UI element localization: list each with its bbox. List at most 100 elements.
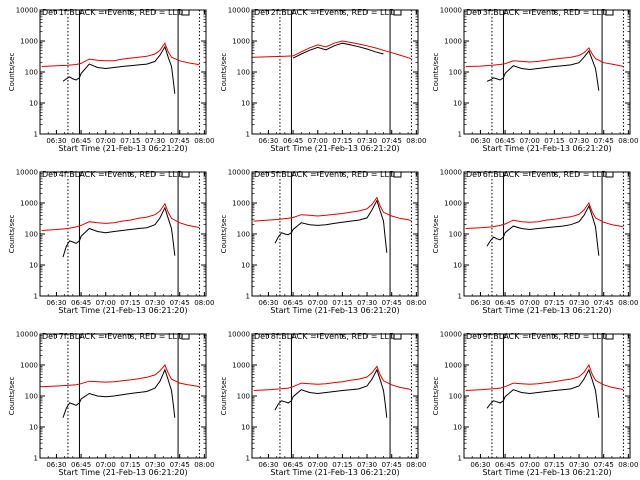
detector-panel: Det 9f BLACK = Events, RED = LLD 1 10 100 10… [432, 331, 638, 478]
y-tick-label: 10000 [228, 169, 250, 177]
y-axis-label: Counts/sec [220, 215, 228, 254]
y-tick-label: 100 [25, 393, 38, 401]
y-tick-label: 100 [237, 231, 250, 239]
y-tick-label: 100 [449, 231, 462, 239]
y-tick-label: 10 [29, 262, 38, 270]
x-tick-label: 08:00 [194, 461, 214, 469]
x-tick-label: 07:30 [357, 299, 377, 307]
detector-panel: Det 2f BLACK = Events, RED = LLD 1 10 100 10… [220, 7, 426, 154]
x-tick-label: 07:15 [332, 461, 352, 469]
y-axis-label: Counts/sec [432, 215, 440, 254]
corner-box [605, 333, 614, 340]
detector-panel: Det 1f BLACK = Events, RED = LLD 1 10 100 10… [8, 7, 214, 154]
x-tick-label: 07:00 [96, 461, 116, 469]
y-axis-label: Counts/sec [220, 53, 228, 92]
x-tick-label: 06:45 [283, 461, 303, 469]
y-tick-label: 1000 [20, 362, 38, 370]
x-axis-label: Start Time (21-Feb-13 06:21:20) [482, 468, 611, 477]
detector-panel: Det 4f BLACK = Events, RED = LLD 1 10 100 10… [8, 169, 214, 316]
y-tick-label: 10000 [440, 7, 462, 15]
x-tick-label: 06:30 [470, 299, 490, 307]
plot-frame [39, 171, 207, 297]
x-axis-label: Start Time (21-Feb-13 06:21:20) [270, 468, 399, 477]
x-tick-label: 07:30 [569, 137, 589, 145]
x-tick-label: 07:15 [544, 299, 564, 307]
x-tick-label: 06:30 [46, 461, 66, 469]
corner-box [181, 171, 190, 178]
y-tick-label: 1000 [232, 362, 250, 370]
x-tick-label: 06:30 [470, 137, 490, 145]
panel-title: Det 7f BLACK = Events, RED = LLD [42, 332, 183, 341]
x-tick-label: 08:00 [194, 137, 214, 145]
y-axis-label: Counts/sec [8, 215, 16, 254]
lld-rate-series-line [41, 42, 200, 67]
x-tick-label: 08:00 [618, 299, 638, 307]
x-axis-label: Start Time (21-Feb-13 06:21:20) [270, 306, 399, 315]
x-tick-label: 06:30 [258, 299, 278, 307]
x-tick-label: 07:15 [120, 461, 140, 469]
y-tick-label: 10000 [228, 7, 250, 15]
x-tick-label: 07:30 [569, 461, 589, 469]
y-tick-label: 1000 [20, 38, 38, 46]
y-tick-label: 100 [25, 231, 38, 239]
corner-box [393, 333, 402, 340]
x-axis-label: Start Time (21-Feb-13 06:21:20) [58, 468, 187, 477]
y-axis-label: Counts/sec [432, 377, 440, 416]
x-tick-label: 06:30 [258, 137, 278, 145]
y-tick-label: 1 [246, 293, 250, 301]
event-rate-series-line [292, 42, 384, 59]
event-rate-series-line [274, 368, 388, 418]
corner-box [393, 171, 402, 178]
event-rate-series-line [62, 45, 176, 94]
x-tick-label: 07:15 [332, 299, 352, 307]
x-tick-label: 07:45 [170, 299, 190, 307]
x-tick-label: 08:00 [194, 299, 214, 307]
event-rate-series-line [486, 368, 600, 418]
corner-box [393, 9, 402, 16]
x-tick-label: 08:00 [618, 137, 638, 145]
detector-panel: Det 3f BLACK = Events, RED = LLD 1 10 100 10… [432, 7, 638, 154]
event-rate-series-line [62, 368, 176, 418]
y-tick-label: 10 [453, 262, 462, 270]
x-tick-label: 06:45 [283, 137, 303, 145]
y-tick-label: 10 [241, 424, 250, 432]
plot-frame [251, 171, 419, 297]
detector-panel: Det 7f BLACK = Events, RED = LLD 1 10 100 10… [8, 331, 214, 478]
lld-rate-series-line [465, 363, 624, 391]
y-tick-label: 10 [241, 100, 250, 108]
plot-frame [251, 333, 419, 459]
y-tick-label: 10000 [16, 169, 38, 177]
x-tick-label: 07:15 [332, 137, 352, 145]
event-rate-series-line [274, 199, 388, 253]
y-tick-label: 10 [453, 100, 462, 108]
y-tick-label: 1 [34, 131, 38, 139]
y-tick-label: 100 [25, 69, 38, 77]
y-tick-label: 1000 [444, 200, 462, 208]
x-tick-label: 06:45 [283, 299, 303, 307]
corner-box [181, 9, 190, 16]
x-tick-label: 07:45 [594, 461, 614, 469]
lld-rate-series-line [253, 365, 412, 391]
panel-title: Det 5f BLACK = Events, RED = LLD [254, 170, 395, 179]
panel-title: Det 3f BLACK = Events, RED = LLD [466, 8, 607, 17]
y-tick-label: 10 [29, 424, 38, 432]
y-tick-label: 10 [453, 424, 462, 432]
x-tick-label: 06:30 [46, 137, 66, 145]
corner-box [605, 9, 614, 16]
plot-frame [463, 9, 631, 135]
y-axis-label: Counts/sec [8, 53, 16, 92]
x-tick-label: 07:45 [170, 137, 190, 145]
panel-title: Det 9f BLACK = Events, RED = LLD [466, 332, 607, 341]
plot-frame [251, 9, 419, 135]
event-rate-series-line [486, 204, 600, 256]
corner-box [605, 171, 614, 178]
corner-box [181, 333, 190, 340]
y-tick-label: 100 [449, 69, 462, 77]
detector-panel: Det 6f BLACK = Events, RED = LLD 1 10 100 10… [432, 169, 638, 316]
x-tick-label: 06:30 [258, 461, 278, 469]
y-tick-label: 1000 [20, 200, 38, 208]
lld-rate-series-line [41, 364, 200, 388]
x-tick-label: 06:45 [495, 299, 515, 307]
x-tick-label: 06:45 [495, 137, 515, 145]
event-rate-series-line [62, 206, 176, 258]
